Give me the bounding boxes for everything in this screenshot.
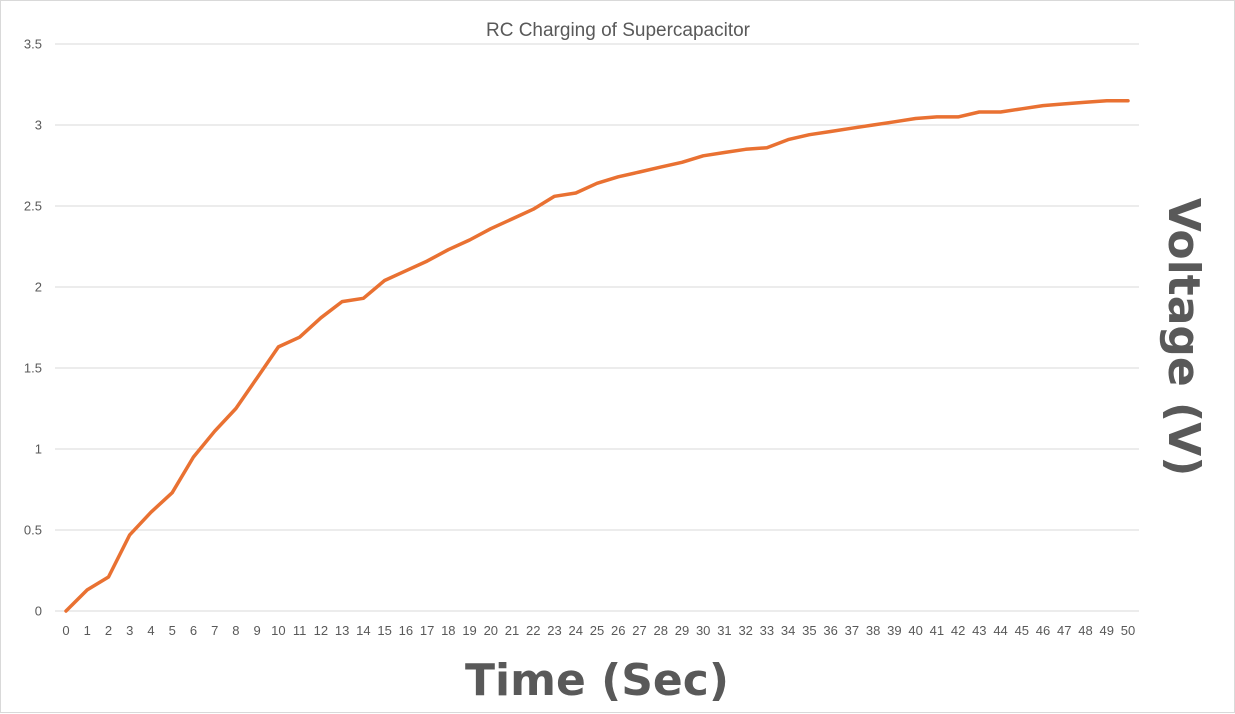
x-tick-label: 24 bbox=[569, 623, 583, 638]
x-tick-label: 22 bbox=[526, 623, 540, 638]
x-tick-label: 2 bbox=[105, 623, 112, 638]
x-axis-tick-labels: 0 1 2 3 4 5 6 7 8 9 10 11 12 13 14 15 16 17 18 19 20 21 22 23 24… bbox=[62, 623, 1135, 638]
x-tick-label: 25 bbox=[590, 623, 604, 638]
x-tick-label: 18 bbox=[441, 623, 455, 638]
x-tick-label: 3 bbox=[126, 623, 133, 638]
x-tick-label: 13 bbox=[335, 623, 349, 638]
y-tick-label: 2.5 bbox=[24, 199, 42, 214]
x-tick-label: 26 bbox=[611, 623, 625, 638]
y-axis-tick-labels: 0 0.5 1 1.5 2 2.5 3 3.5 bbox=[24, 37, 42, 619]
x-tick-label: 33 bbox=[760, 623, 774, 638]
x-tick-label: 41 bbox=[930, 623, 944, 638]
x-tick-label: 36 bbox=[823, 623, 837, 638]
x-tick-label: 7 bbox=[211, 623, 218, 638]
x-tick-label: 21 bbox=[505, 623, 519, 638]
x-tick-label: 31 bbox=[717, 623, 731, 638]
x-tick-label: 1 bbox=[84, 623, 91, 638]
x-tick-label: 39 bbox=[887, 623, 901, 638]
x-tick-label: 42 bbox=[951, 623, 965, 638]
x-tick-label: 10 bbox=[271, 623, 285, 638]
y-tick-label: 2 bbox=[35, 280, 42, 295]
x-tick-label: 37 bbox=[845, 623, 859, 638]
x-tick-label: 49 bbox=[1100, 623, 1114, 638]
x-tick-label: 9 bbox=[254, 623, 261, 638]
x-tick-label: 4 bbox=[147, 623, 154, 638]
x-tick-label: 20 bbox=[484, 623, 498, 638]
y-tick-label: 0.5 bbox=[24, 523, 42, 538]
series-layer bbox=[64, 98, 1130, 613]
y-tick-label: 0 bbox=[35, 604, 42, 619]
x-tick-label: 46 bbox=[1036, 623, 1050, 638]
x-tick-label: 6 bbox=[190, 623, 197, 638]
y-tick-label: 3 bbox=[35, 118, 42, 133]
x-tick-label: 17 bbox=[420, 623, 434, 638]
x-tick-label: 0 bbox=[62, 623, 69, 638]
x-tick-label: 48 bbox=[1078, 623, 1092, 638]
x-tick-label: 12 bbox=[314, 623, 328, 638]
chart-title: RC Charging of Supercapacitor bbox=[486, 20, 751, 41]
x-tick-label: 35 bbox=[802, 623, 816, 638]
x-tick-label: 44 bbox=[993, 623, 1007, 638]
x-tick-label: 19 bbox=[462, 623, 476, 638]
gridlines bbox=[55, 43, 1139, 612]
y-tick-label: 3.5 bbox=[24, 37, 42, 52]
y-tick-label: 1.5 bbox=[24, 361, 42, 376]
x-tick-label: 43 bbox=[972, 623, 986, 638]
x-tick-label: 28 bbox=[653, 623, 667, 638]
x-tick-label: 30 bbox=[696, 623, 710, 638]
x-tick-label: 50 bbox=[1121, 623, 1135, 638]
x-tick-label: 14 bbox=[356, 623, 370, 638]
x-tick-label: 16 bbox=[399, 623, 413, 638]
x-tick-label: 47 bbox=[1057, 623, 1071, 638]
x-tick-label: 27 bbox=[632, 623, 646, 638]
x-tick-label: 38 bbox=[866, 623, 880, 638]
x-tick-label: 29 bbox=[675, 623, 689, 638]
y-axis-title: Voltage (V) bbox=[1158, 198, 1209, 477]
y-tick-label: 1 bbox=[35, 442, 42, 457]
x-axis-title: Time (Sec) bbox=[465, 655, 729, 706]
x-tick-label: 32 bbox=[738, 623, 752, 638]
series-line-voltage bbox=[64, 98, 1130, 613]
x-tick-label: 5 bbox=[169, 623, 176, 638]
x-tick-label: 45 bbox=[1015, 623, 1029, 638]
x-tick-label: 8 bbox=[232, 623, 239, 638]
x-tick-label: 11 bbox=[293, 623, 307, 638]
x-tick-label: 40 bbox=[908, 623, 922, 638]
x-tick-label: 23 bbox=[547, 623, 561, 638]
x-tick-label: 15 bbox=[377, 623, 391, 638]
x-tick-label: 34 bbox=[781, 623, 795, 638]
